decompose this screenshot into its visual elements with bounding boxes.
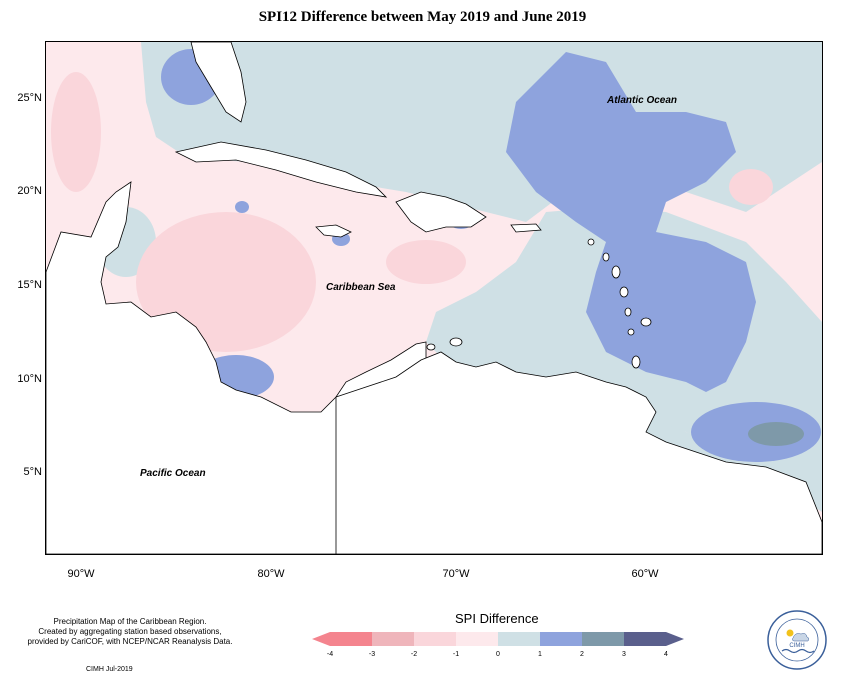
legend-tick-label: 1 xyxy=(538,651,542,658)
legend-swatch-3 xyxy=(456,632,498,646)
legend-title: SPI Difference xyxy=(455,611,539,626)
label-pacific-ocean: Pacific Ocean xyxy=(140,468,206,479)
legend-swatch-2 xyxy=(414,632,456,646)
lesser-antilles xyxy=(426,238,652,369)
x-tick-90w: 90°W xyxy=(67,568,95,580)
legend-swatch-7 xyxy=(624,632,684,646)
x-tick-70w: 70°W xyxy=(442,568,470,580)
y-tick-20n: 20°N xyxy=(17,185,42,197)
y-tick-10n: 10°N xyxy=(17,373,42,385)
label-caribbean-sea: Caribbean Sea xyxy=(326,282,396,293)
map-title: SPI12 Difference between May 2019 and Ju… xyxy=(258,9,587,25)
spi-map: Atlantic Ocean Caribbean Sea Pacific Oce… xyxy=(45,41,823,555)
legend-swatch-6 xyxy=(582,632,624,646)
legend-tick-label: -1 xyxy=(452,651,460,658)
legend-tick-label: 4 xyxy=(664,651,668,658)
cimh-logo: CIMH xyxy=(767,610,827,670)
land-hispaniola xyxy=(395,191,487,233)
legend-tick-label: 0 xyxy=(496,651,500,658)
field-lightblue-bahamas xyxy=(281,82,351,142)
y-tick-15n: 15°N xyxy=(17,279,42,291)
cloud-icon xyxy=(791,633,810,642)
legend-tick-label: -2 xyxy=(410,651,418,658)
land-south-america xyxy=(335,351,822,554)
land-cuba xyxy=(174,141,388,198)
land-central-america xyxy=(46,181,427,554)
legend-tick-label: -4 xyxy=(326,651,334,658)
land-puerto-rico xyxy=(510,223,542,233)
x-tick-80w: 80°W xyxy=(257,568,285,580)
legend-swatch-4 xyxy=(498,632,540,646)
y-tick-25n: 25°N xyxy=(17,92,42,104)
field-pink-caribbean xyxy=(386,240,466,284)
legend-swatch-1 xyxy=(372,632,414,646)
y-tick-5n: 5°N xyxy=(23,466,42,478)
wave-icon xyxy=(781,648,815,654)
legend-tick-label: 2 xyxy=(580,651,584,658)
credit-text: Precipitation Map of the Caribbean Regio… xyxy=(10,617,250,647)
field-slate-guiana xyxy=(748,422,804,446)
field-lightblue-south xyxy=(606,402,822,512)
legend-colorbar xyxy=(312,632,684,646)
credit-line-1: Precipitation Map of the Caribbean Regio… xyxy=(53,617,207,626)
credit-line-2: Created by aggregating station based obs… xyxy=(38,627,222,636)
x-tick-60w: 60°W xyxy=(631,568,659,580)
sun-icon xyxy=(786,629,794,637)
spi-map-canvas xyxy=(46,42,822,554)
field-pink-gulf xyxy=(51,72,101,192)
land-florida xyxy=(190,42,247,123)
legend-swatches xyxy=(312,632,684,646)
credit-date: CIMH Jul-2019 xyxy=(86,666,133,673)
land-jamaica xyxy=(315,224,352,238)
field-blue-atlantic xyxy=(506,52,756,392)
legend-swatch-5 xyxy=(540,632,582,646)
legend-tick-label: 3 xyxy=(622,651,626,658)
field-blue-cayman xyxy=(235,201,249,213)
legend-tick-label: -3 xyxy=(368,651,376,658)
logo-text: CIMH xyxy=(789,643,804,649)
credit-line-3: provided by CariCOF, with NCEP/NCAR Rean… xyxy=(27,637,233,646)
field-pink-atlantic xyxy=(729,169,773,205)
legend-swatch-0 xyxy=(312,632,372,646)
label-atlantic-ocean: Atlantic Ocean xyxy=(607,95,678,106)
